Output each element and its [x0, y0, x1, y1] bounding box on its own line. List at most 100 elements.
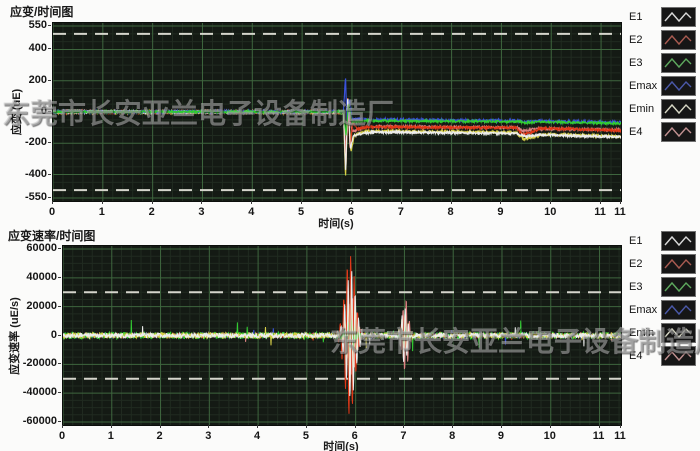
- x-tick-mark: [450, 201, 452, 204]
- legend-item-label: Emin: [629, 326, 655, 339]
- x-tick-mark: [500, 201, 502, 204]
- legend-item-label: E1: [629, 234, 643, 247]
- x-tick-label: 11: [594, 206, 606, 218]
- legend-item-e4[interactable]: E4: [629, 345, 699, 366]
- y-tick-label: 60000: [26, 242, 57, 254]
- x-tick-label: 4: [254, 430, 261, 442]
- y-tick-mark: [48, 197, 51, 198]
- x-tick-label: 11: [592, 430, 605, 442]
- x-tick-mark: [151, 201, 153, 204]
- strain-time-plot[interactable]: [52, 22, 622, 202]
- x-tick-mark: [251, 201, 253, 204]
- y-tick-mark: [58, 334, 61, 336]
- legend-waveform-icon: [661, 52, 696, 73]
- x-tick-mark: [62, 425, 63, 428]
- y-tick-label: 200: [28, 73, 47, 86]
- legend-item-e1[interactable]: E1: [629, 230, 699, 251]
- y-tick-mark: [58, 421, 61, 422]
- x-tick-label: 0: [58, 430, 66, 442]
- legend-item-emin[interactable]: Emin: [629, 98, 699, 119]
- legend-item-emin[interactable]: Emin: [629, 322, 699, 343]
- legend-waveform-icon: [661, 299, 696, 320]
- y-tick-label: 0: [50, 328, 57, 341]
- x-tick-mark: [305, 425, 307, 428]
- legend-item-e2[interactable]: E2: [629, 29, 699, 50]
- y-tick-label: 40000: [26, 270, 57, 283]
- legend-item-e1[interactable]: E1: [629, 6, 699, 27]
- x-tick-label: 4: [248, 206, 255, 218]
- legend-waveform-icon: [661, 6, 696, 27]
- y-tick-label: -400: [24, 167, 47, 180]
- x-tick-label: 10: [543, 430, 556, 442]
- legend-waveform-icon: [661, 276, 696, 297]
- x-tick-label: 10: [544, 206, 557, 218]
- legend-waveform-icon: [661, 121, 696, 142]
- y-tick-mark: [58, 363, 61, 365]
- y-tick-label: 400: [28, 42, 47, 55]
- strain-rate-plot[interactable]: [62, 245, 622, 426]
- legend-item-label: Emax: [629, 303, 658, 316]
- strain-time-chart-title: 应变/时间图: [10, 5, 74, 19]
- x-tick-label: 3: [198, 206, 205, 218]
- y-tick-label: 550: [28, 19, 47, 31]
- y-tick-mark: [58, 305, 61, 307]
- y-tick-label: 20000: [26, 299, 57, 312]
- legend-item-emax[interactable]: Emax: [629, 299, 699, 320]
- legend-item-e3[interactable]: E3: [629, 52, 699, 73]
- x-tick-label: 7: [397, 206, 404, 218]
- x-tick-mark: [549, 425, 551, 428]
- y-tick-label: 0: [40, 105, 47, 117]
- y-tick-label: -20000: [22, 357, 57, 370]
- x-tick-mark: [354, 425, 356, 428]
- y-tick-mark: [48, 48, 51, 50]
- legend-item-emax[interactable]: Emax: [629, 75, 699, 96]
- y-tick-label: -200: [24, 136, 47, 149]
- y-tick-label: -40000: [22, 386, 57, 399]
- x-tick-mark: [159, 425, 161, 428]
- legend-item-e2[interactable]: E2: [629, 253, 699, 274]
- strain-chart-legend: E1 E2 E3 Emax Emin E4: [629, 6, 699, 145]
- x-tick-edge-label: 11: [614, 430, 626, 442]
- x-tick-label: 8: [447, 206, 454, 218]
- x-tick-label: 1: [98, 206, 105, 218]
- legend-item-label: E3: [629, 56, 643, 69]
- legend-item-label: E2: [629, 33, 643, 46]
- y-tick-label: -550: [24, 191, 47, 203]
- legend-waveform-icon: [661, 230, 696, 251]
- x-tick-mark: [620, 425, 621, 428]
- x-tick-label: 2: [148, 206, 155, 218]
- x-tick-mark: [201, 201, 203, 204]
- x-tick-label: 6: [351, 430, 358, 442]
- x-tick-label: 2: [156, 430, 163, 442]
- legend-item-label: Emin: [629, 102, 655, 115]
- x-tick-label: 5: [302, 430, 309, 442]
- y-tick-mark: [48, 173, 51, 175]
- x-tick-mark: [257, 425, 259, 428]
- y-tick-mark: [48, 111, 51, 112]
- x-tick-label: 6: [347, 206, 354, 218]
- y-tick-mark: [48, 142, 51, 144]
- legend-item-e4[interactable]: E4: [629, 121, 699, 142]
- x-tick-mark: [600, 201, 602, 204]
- series-line-e1: [63, 271, 621, 397]
- strain-x-axis-title: 时间(s): [318, 218, 354, 230]
- y-tick-mark: [58, 248, 61, 249]
- legend-waveform-icon: [661, 29, 696, 50]
- legend-item-label: Emax: [629, 79, 658, 92]
- legend-item-label: E1: [629, 10, 643, 23]
- x-tick-mark: [110, 425, 112, 428]
- x-tick-mark: [400, 201, 402, 204]
- x-tick-label: 1: [107, 430, 114, 442]
- x-tick-label: 8: [449, 430, 456, 442]
- legend-item-e3[interactable]: E3: [629, 276, 699, 297]
- x-tick-mark: [550, 201, 552, 204]
- series-line-e3: [53, 103, 621, 136]
- legend-waveform-icon: [661, 75, 696, 96]
- legend-waveform-icon: [661, 322, 696, 343]
- legend-item-label: E4: [629, 349, 643, 362]
- y-tick-mark: [58, 392, 61, 394]
- strain-rate-x-axis-title: 时间(s): [323, 441, 359, 451]
- x-tick-mark: [52, 201, 53, 204]
- y-tick-mark: [48, 25, 51, 26]
